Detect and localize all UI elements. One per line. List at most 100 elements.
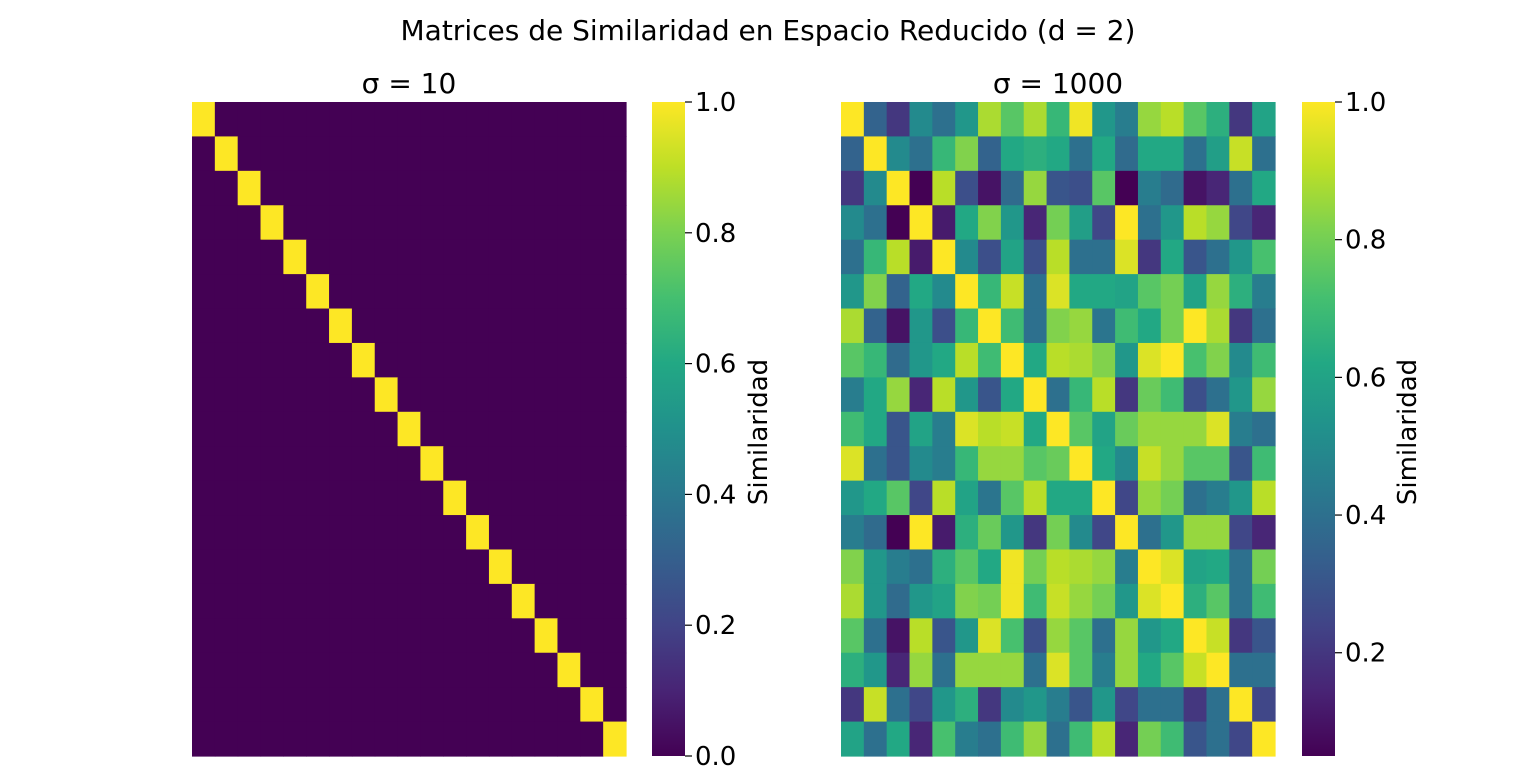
heatmap-cell [1229,239,1253,275]
heatmap-cell [1160,274,1185,310]
heatmap-cells [841,102,1276,757]
heatmap-cell [978,308,1002,344]
heatmap-cell [1229,308,1253,344]
heatmap-cell [1160,377,1185,413]
heatmap-cell [351,136,376,172]
heatmap-cell [841,583,865,619]
heatmap-cell [214,170,239,206]
heatmap-cell [1000,170,1025,206]
heatmap-cell [397,377,422,413]
heatmap-cell [488,549,513,585]
heatmap-cell [909,377,933,413]
heatmap-cell [1000,274,1025,310]
heatmap-cell [1206,274,1230,310]
heatmap-cell [1023,549,1048,585]
heatmap-cell [443,136,467,172]
heatmap-cell [978,136,1002,172]
heatmap-cell [1160,102,1185,138]
heatmap-cell [237,687,262,723]
heatmap-cell [534,446,559,482]
heatmap-cell [603,411,627,447]
heatmap-cell [1183,446,1208,482]
heatmap-cell [1206,480,1230,516]
heatmap-cell [557,583,581,619]
heatmap-cell [351,721,376,757]
heatmap-cell [1115,377,1139,413]
heatmap-cell [841,102,865,138]
heatmap-cell [1069,102,1093,138]
heatmap-cell [557,549,581,585]
heatmap-cell [374,480,399,516]
heatmap-cell [841,377,865,413]
heatmap-cell [192,239,216,275]
heatmap-cell [1092,377,1116,413]
heatmap-cell [351,274,376,310]
heatmap-cell [863,411,888,447]
heatmap-cell [932,652,956,688]
heatmap-cell [1229,721,1253,757]
heatmap-cell [909,652,933,688]
heatmap-cell [283,342,307,378]
heatmap-cell [1069,583,1093,619]
heatmap-cell [1229,136,1253,172]
heatmap-cell [1206,687,1230,723]
heatmap-cell [955,170,979,206]
heatmap-cell [260,342,284,378]
heatmap-cell [909,274,933,310]
heatmap-cell [488,480,513,516]
heatmap-cell [1092,170,1116,206]
heatmap-cell [466,205,490,241]
heatmap-cell [374,583,399,619]
heatmap-cell [863,618,888,654]
heatmap-cell [420,583,444,619]
heatmap-cell [932,377,956,413]
heatmap-cell [978,377,1002,413]
heatmap-cell [1137,274,1162,310]
heatmap-cell [397,205,422,241]
heatmap-cell [955,687,979,723]
heatmap-cell [1183,583,1208,619]
heatmap-cell [351,515,376,551]
heatmap-cell [237,102,262,138]
heatmap-cell [351,342,376,378]
heatmap-cell [260,239,284,275]
heatmap-cell [374,239,399,275]
heatmap-cell [420,205,444,241]
heatmap-cell [329,411,353,447]
heatmap-cell [488,583,513,619]
heatmap-cell [1252,377,1276,413]
heatmap-cell [443,205,467,241]
heatmap-cell [1252,239,1276,275]
heatmap-cell [1206,652,1230,688]
heatmap-cell [1160,618,1185,654]
heatmap-cell [397,411,422,447]
heatmap-cell [1046,446,1071,482]
heatmap-cell [351,446,376,482]
heatmap-cell [397,446,422,482]
heatmap-cell [1069,170,1093,206]
heatmap-cell [1000,342,1025,378]
heatmap-cell [1137,549,1162,585]
heatmap-cell [886,652,911,688]
heatmap-cell [1115,239,1139,275]
heatmap-cell [466,549,490,585]
heatmap-cell [1092,308,1116,344]
heatmap-cell [1252,618,1276,654]
heatmap-cell [909,170,933,206]
heatmap-cell [534,377,559,413]
heatmap-cell [1046,136,1071,172]
heatmap-cell [1115,446,1139,482]
heatmap-cell [932,102,956,138]
heatmap-cell [466,274,490,310]
heatmap-cell [1229,618,1253,654]
heatmap-cell [1023,102,1048,138]
heatmap-cell [841,549,865,585]
heatmap-cell [580,583,604,619]
heatmap-cell [214,687,239,723]
heatmap-cell [886,721,911,757]
heatmap-cell [603,446,627,482]
heatmap-cell [351,102,376,138]
heatmap-cell [841,721,865,757]
heatmap-cell [466,170,490,206]
heatmap-cell [1252,721,1276,757]
